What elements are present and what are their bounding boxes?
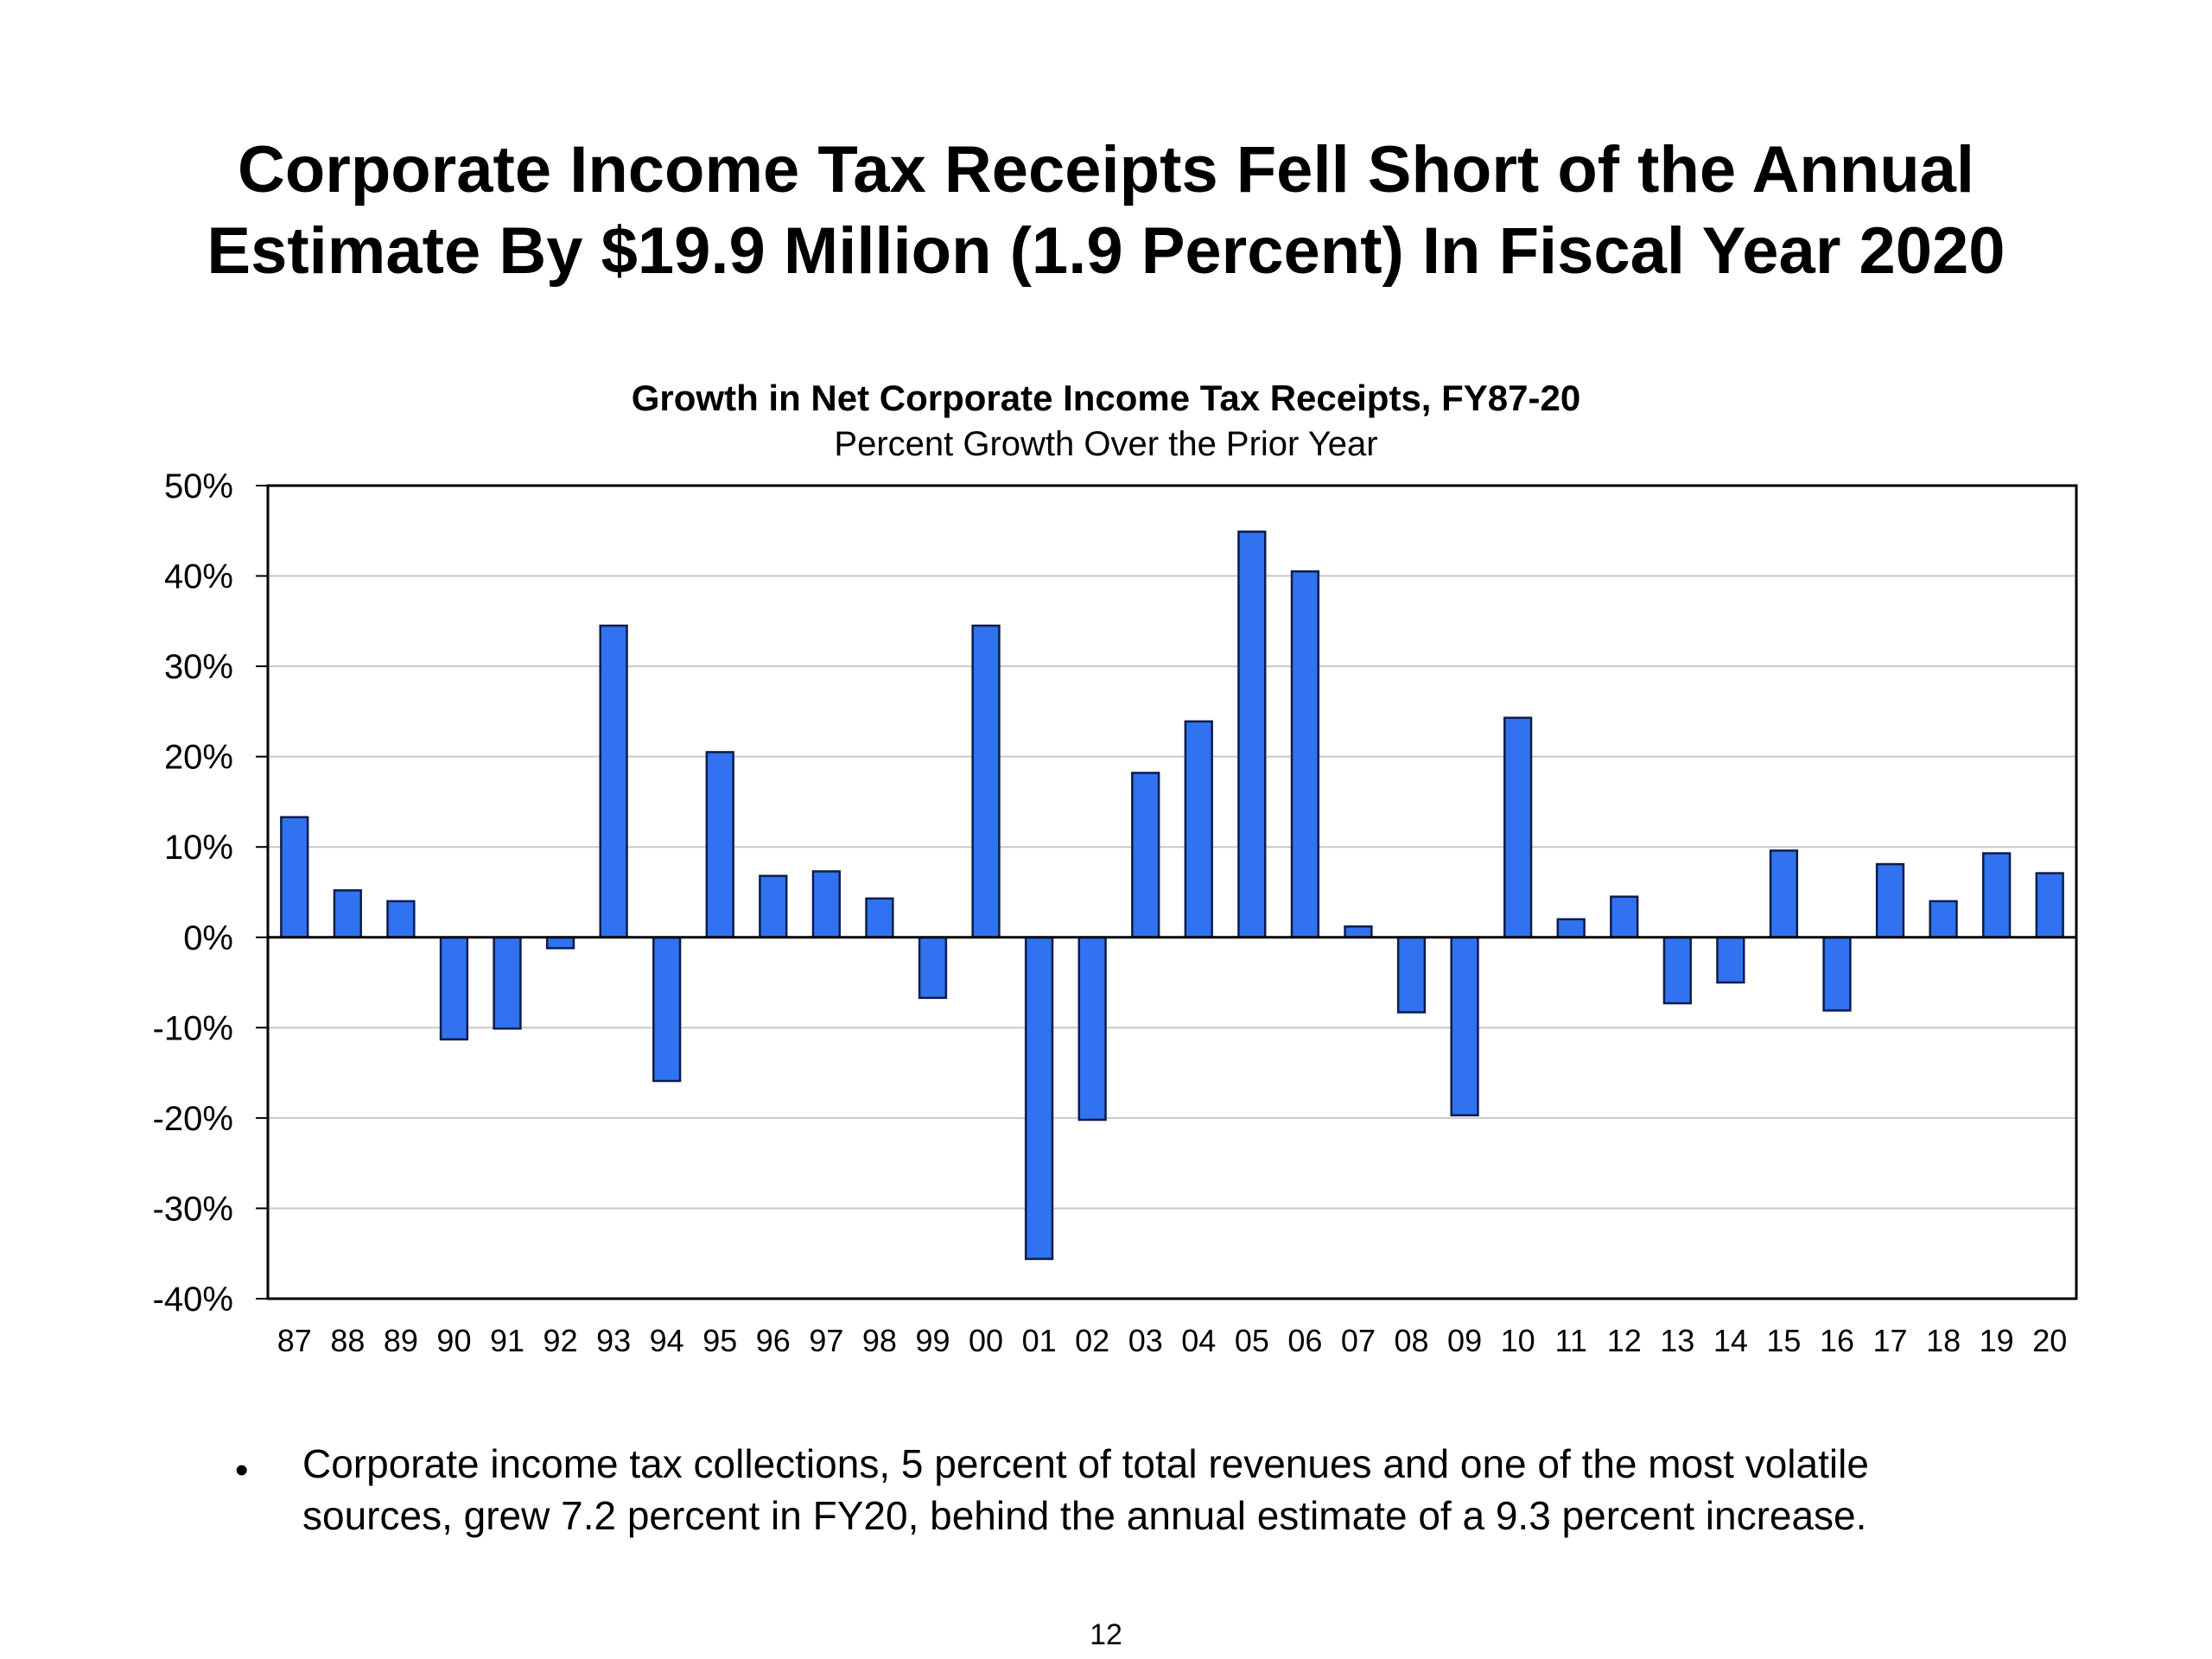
x-tick-label: 16	[1820, 1323, 1854, 1358]
bar-03	[1131, 772, 1160, 939]
y-tick-label: -10%	[153, 1009, 233, 1047]
gridlines	[268, 575, 2076, 1210]
page-number: 12	[1090, 1618, 1122, 1651]
bar-94	[652, 936, 682, 1083]
bullet-line-2: sources, grew 7.2 percent in FY20, behin…	[302, 1493, 1867, 1538]
x-tick-label: 12	[1607, 1323, 1642, 1358]
bar-07	[1344, 925, 1373, 939]
bar-05	[1237, 531, 1267, 939]
bar-15	[1769, 849, 1799, 939]
x-tick-label: 94	[650, 1323, 684, 1358]
x-tick-label: 96	[756, 1323, 791, 1358]
bar-00	[971, 624, 1001, 939]
bar-92	[545, 936, 575, 950]
y-tick-label: 0%	[183, 919, 233, 957]
slide-title: Corporate Income Tax Receipts Fell Short…	[0, 130, 2212, 292]
bar-13	[1662, 936, 1692, 1005]
x-tick-label: 06	[1287, 1323, 1322, 1358]
x-tick-label: 97	[809, 1323, 843, 1358]
bar-91	[493, 936, 522, 1030]
x-tick-label: 91	[490, 1323, 524, 1358]
x-tick-label: 00	[969, 1323, 1003, 1358]
bar-99	[918, 936, 948, 1000]
x-tick-label: 18	[1926, 1323, 1961, 1358]
bar-09	[1450, 936, 1479, 1117]
y-tick-label: 50%	[164, 467, 233, 505]
bar-02	[1077, 936, 1107, 1122]
x-tick-label: 09	[1447, 1323, 1482, 1358]
y-tick-label: -40%	[153, 1281, 233, 1319]
slide-title-line-2: Estimate By $19.9 Million (1.9 Percent) …	[207, 214, 2005, 288]
bar-98	[865, 897, 894, 939]
slide-title-line-1: Corporate Income Tax Receipts Fell Short…	[237, 133, 1975, 207]
bar-97	[811, 870, 842, 939]
bar-20	[2035, 872, 2064, 939]
bullet-text: Corporate income tax collections, 5 perc…	[302, 1438, 2117, 1541]
bar-08	[1396, 936, 1427, 1014]
y-tick-label: 40%	[164, 558, 233, 596]
x-tick-label: 99	[915, 1323, 950, 1358]
x-tick-label: 98	[862, 1323, 897, 1358]
x-tick-label: 07	[1341, 1323, 1376, 1358]
y-tick-label: -30%	[153, 1190, 233, 1228]
bar-88	[333, 889, 362, 939]
y-tick-label: 20%	[164, 739, 233, 777]
bar-12	[1610, 895, 1639, 939]
x-tick-label: 87	[277, 1323, 312, 1358]
x-tick-label: 01	[1022, 1323, 1057, 1358]
bar-10	[1503, 716, 1533, 939]
bar-18	[1929, 899, 1958, 939]
x-tick-label: 95	[702, 1323, 737, 1358]
bars	[280, 531, 2064, 1261]
x-tick-label: 13	[1660, 1323, 1694, 1358]
bar-96	[759, 874, 788, 939]
bar-93	[599, 624, 628, 939]
bar-01	[1024, 936, 1054, 1261]
bar-89	[386, 899, 416, 939]
y-tick-labels: 50% 40% 30% 20% 10% 0% -10% -20% -30% -40%	[153, 467, 233, 1319]
bar-14	[1716, 936, 1745, 984]
y-tick-label: 10%	[164, 829, 233, 867]
x-tick-label: 15	[1766, 1323, 1801, 1358]
y-tick-label: -20%	[153, 1100, 233, 1138]
bar-16	[1822, 936, 1852, 1012]
bar-90	[439, 936, 469, 1041]
x-tick-label: 05	[1235, 1323, 1269, 1358]
bar-06	[1290, 570, 1320, 939]
bar-19	[1982, 852, 2012, 939]
bar-17	[1875, 862, 1905, 939]
chart-subtitle: Percent Growth Over the Prior Year	[834, 425, 1378, 463]
bar-11	[1556, 918, 1586, 939]
x-tick-label: 02	[1075, 1323, 1109, 1358]
x-tick-label: 10	[1501, 1323, 1535, 1358]
bullet-line-1: Corporate income tax collections, 5 perc…	[302, 1441, 1869, 1486]
axes	[256, 484, 2078, 1300]
x-tick-label: 17	[1873, 1323, 1908, 1358]
x-tick-label: 14	[1713, 1323, 1748, 1358]
x-tick-labels: 87 88 89 90 91 92 93 94 95 96 97 98 99 00 01 02 03 04 05 06…	[277, 1323, 2067, 1358]
bar-87	[280, 816, 309, 939]
x-tick-label: 93	[596, 1323, 631, 1358]
x-tick-label: 19	[1980, 1323, 2014, 1358]
x-tick-label: 20	[2032, 1323, 2067, 1358]
bar-95	[705, 751, 734, 939]
x-tick-label: 92	[543, 1323, 578, 1358]
x-tick-label: 89	[384, 1323, 418, 1358]
x-tick-label: 03	[1128, 1323, 1163, 1358]
bullet-icon: •	[235, 1449, 249, 1491]
bar-04	[1184, 720, 1213, 939]
plot-frame	[266, 484, 2078, 1300]
x-tick-label: 11	[1555, 1323, 1587, 1358]
x-tick-label: 88	[330, 1323, 365, 1358]
y-tick-label: 30%	[164, 648, 233, 686]
x-tick-label: 90	[436, 1323, 471, 1358]
x-tick-label: 04	[1181, 1323, 1216, 1358]
chart-title: Growth in Net Corporate Income Tax Recei…	[631, 378, 1581, 418]
x-tick-label: 08	[1394, 1323, 1428, 1358]
